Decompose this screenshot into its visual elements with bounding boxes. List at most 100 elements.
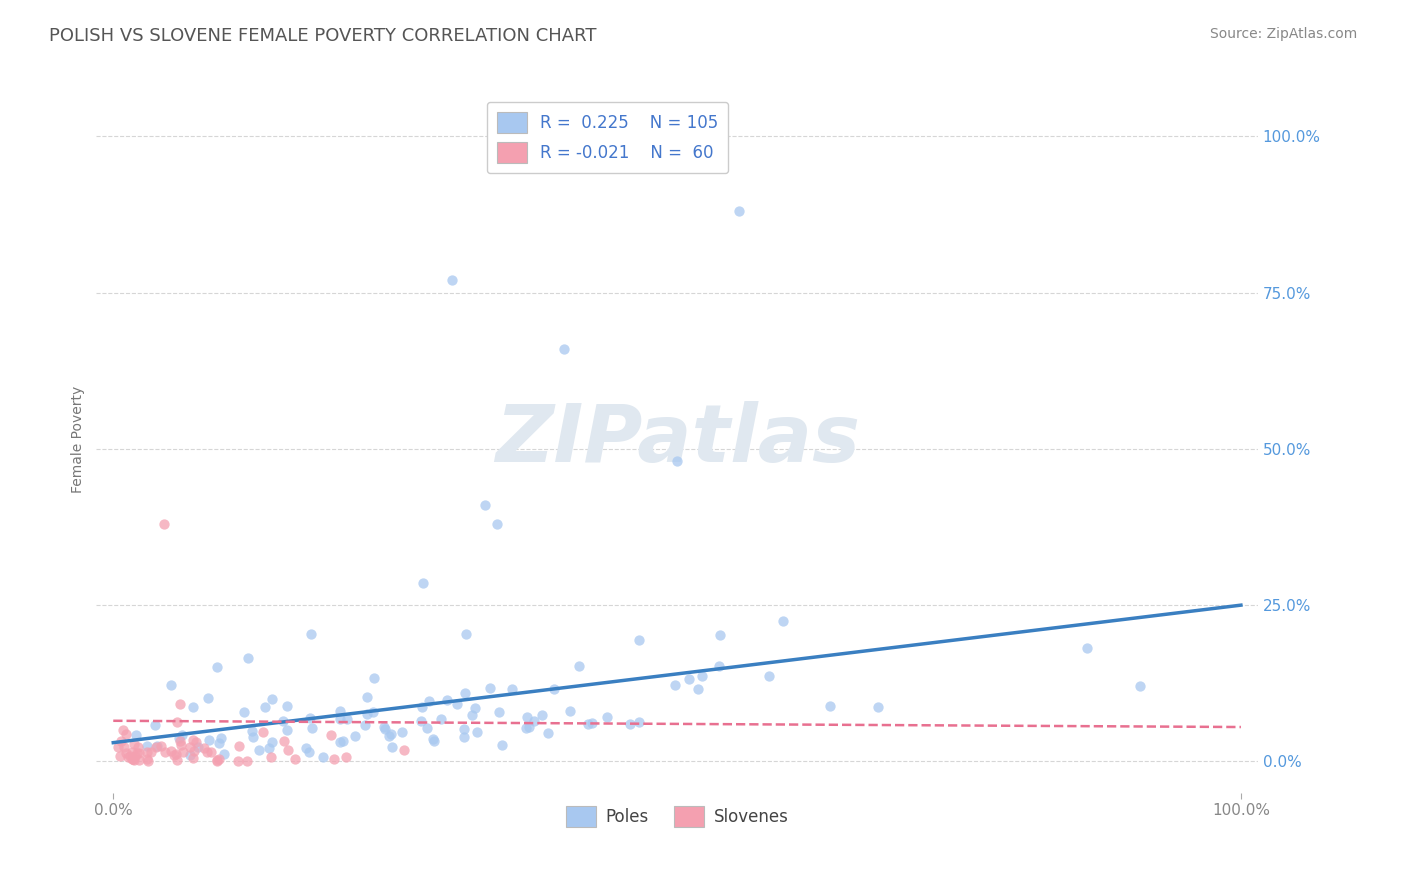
- Point: [122, 753, 145, 767]
- Point: [205, 753, 228, 767]
- Point: [135, 752, 157, 766]
- Text: POLISH VS SLOVENE FEMALE POVERTY CORRELATION CHART: POLISH VS SLOVENE FEMALE POVERTY CORRELA…: [49, 27, 596, 45]
- Point: [335, 750, 357, 764]
- Point: [117, 749, 139, 764]
- Point: [596, 709, 619, 723]
- Point: [478, 681, 501, 696]
- Point: [298, 711, 321, 725]
- Point: [121, 745, 143, 759]
- Point: [501, 681, 523, 696]
- Point: [110, 733, 132, 747]
- Point: [491, 738, 513, 752]
- Point: [257, 741, 280, 756]
- Point: [276, 699, 298, 714]
- Point: [183, 751, 205, 765]
- Point: [454, 685, 477, 699]
- Point: [236, 754, 259, 768]
- Point: [166, 715, 188, 730]
- Point: [128, 753, 150, 767]
- Point: [581, 715, 603, 730]
- Point: [112, 739, 135, 754]
- Point: [122, 752, 145, 766]
- Text: ZIPatlas: ZIPatlas: [495, 401, 859, 478]
- Point: [374, 723, 396, 737]
- Point: [329, 735, 352, 749]
- Point: [183, 733, 205, 747]
- Point: [690, 668, 713, 682]
- Point: [329, 712, 352, 726]
- Point: [277, 743, 299, 757]
- Point: [522, 714, 544, 728]
- Point: [664, 678, 686, 692]
- Point: [111, 723, 134, 737]
- Point: [319, 728, 342, 742]
- Point: [172, 745, 194, 759]
- Point: [537, 725, 560, 739]
- Point: [169, 697, 191, 711]
- Point: [361, 705, 384, 719]
- Point: [186, 735, 208, 749]
- Point: [619, 717, 641, 731]
- Point: [193, 740, 215, 755]
- Point: [412, 576, 434, 591]
- Point: [262, 735, 284, 749]
- Point: [628, 714, 651, 729]
- Point: [440, 273, 463, 287]
- Point: [423, 734, 446, 748]
- Point: [391, 725, 413, 739]
- Point: [212, 747, 235, 762]
- Point: [453, 722, 475, 736]
- Point: [118, 749, 141, 764]
- Point: [464, 701, 486, 715]
- Point: [195, 745, 218, 759]
- Point: [209, 731, 232, 745]
- Point: [136, 739, 159, 753]
- Point: [429, 712, 451, 726]
- Point: [356, 707, 378, 722]
- Point: [758, 669, 780, 683]
- Point: [343, 729, 366, 743]
- Point: [436, 693, 458, 707]
- Point: [297, 745, 319, 759]
- Legend: Poles, Slovenes: Poles, Slovenes: [558, 799, 796, 834]
- Point: [179, 739, 201, 754]
- Point: [422, 731, 444, 746]
- Point: [127, 740, 149, 755]
- Point: [329, 704, 352, 718]
- Point: [772, 614, 794, 628]
- Point: [226, 754, 249, 768]
- Point: [183, 744, 205, 758]
- Point: [488, 705, 510, 719]
- Point: [377, 730, 399, 744]
- Point: [628, 632, 651, 647]
- Point: [179, 747, 201, 762]
- Point: [312, 749, 335, 764]
- Point: [530, 708, 553, 723]
- Point: [181, 700, 204, 714]
- Point: [418, 694, 440, 708]
- Point: [169, 731, 191, 745]
- Point: [381, 739, 404, 754]
- Point: [517, 720, 540, 734]
- Point: [1076, 641, 1098, 656]
- Point: [485, 516, 508, 531]
- Y-axis label: Female Poverty: Female Poverty: [72, 386, 86, 493]
- Point: [228, 739, 250, 753]
- Point: [678, 672, 700, 686]
- Point: [709, 628, 731, 642]
- Point: [336, 713, 359, 727]
- Point: [136, 745, 159, 759]
- Point: [124, 737, 146, 751]
- Point: [233, 705, 256, 719]
- Point: [299, 626, 322, 640]
- Point: [205, 660, 228, 674]
- Point: [323, 752, 346, 766]
- Point: [262, 691, 284, 706]
- Point: [543, 681, 565, 696]
- Point: [169, 734, 191, 748]
- Point: [392, 742, 415, 756]
- Point: [453, 730, 475, 744]
- Point: [247, 743, 270, 757]
- Point: [172, 727, 194, 741]
- Point: [295, 741, 318, 756]
